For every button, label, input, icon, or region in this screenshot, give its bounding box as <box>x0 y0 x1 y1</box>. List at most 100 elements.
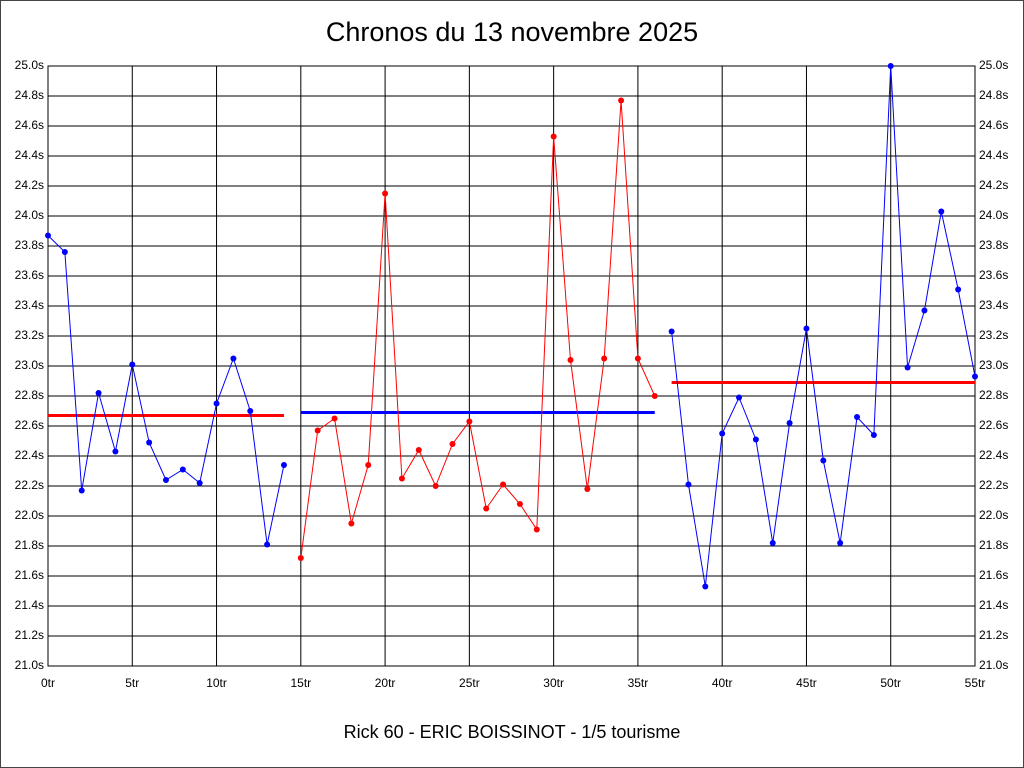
y-tick-label: 22.6s <box>15 418 44 432</box>
point <box>752 436 759 443</box>
series-line <box>300 100 656 559</box>
point <box>567 357 574 363</box>
point <box>618 97 625 104</box>
y-tick-label-right: 23.2s <box>979 328 1008 342</box>
point <box>601 355 608 362</box>
point <box>112 448 119 455</box>
point <box>550 133 557 140</box>
point <box>837 540 844 546</box>
y-tick-label: 21.2s <box>15 628 44 642</box>
point <box>162 477 169 483</box>
point <box>921 307 928 314</box>
point <box>297 555 304 561</box>
x-tick-label: 35tr <box>628 676 649 690</box>
y-tick-label-right: 24.0s <box>979 208 1008 222</box>
point <box>432 483 439 489</box>
x-tick-label: 30tr <box>543 676 564 690</box>
point <box>651 393 658 399</box>
point <box>887 63 894 69</box>
point <box>500 481 507 488</box>
y-tick-label: 23.8s <box>15 238 44 252</box>
point <box>533 526 540 533</box>
point <box>769 540 776 546</box>
y-tick-label-right: 24.8s <box>979 88 1008 102</box>
y-tick-label: 22.4s <box>15 448 44 462</box>
point <box>247 408 254 414</box>
point <box>348 520 355 527</box>
point <box>365 462 372 468</box>
point <box>61 249 68 255</box>
point <box>415 447 422 453</box>
y-tick-label: 23.4s <box>15 298 44 312</box>
y-tick-label: 23.2s <box>15 328 44 342</box>
y-tick-label: 24.0s <box>15 208 44 222</box>
y-tick-label-right: 24.2s <box>979 178 1008 192</box>
y-tick-label: 21.0s <box>15 658 44 672</box>
y-tick-label: 25.0s <box>15 58 44 72</box>
y-tick-label: 21.6s <box>15 568 44 582</box>
point <box>938 208 945 215</box>
point <box>736 394 743 401</box>
point <box>264 541 271 548</box>
point <box>95 390 102 396</box>
point <box>955 286 962 293</box>
point <box>398 475 405 482</box>
y-tick-label: 22.8s <box>15 388 44 402</box>
y-tick-label: 22.2s <box>15 478 44 492</box>
x-tick-label: 25tr <box>459 676 480 690</box>
y-tick-label: 23.6s <box>15 268 44 282</box>
point <box>668 328 675 335</box>
y-tick-label-right: 24.6s <box>979 118 1008 132</box>
point <box>803 325 810 332</box>
y-tick-label-right: 21.8s <box>979 538 1008 552</box>
point <box>382 190 389 197</box>
y-tick-label-right: 24.4s <box>979 148 1008 162</box>
point <box>280 462 287 468</box>
y-tick-label-right: 23.8s <box>979 238 1008 252</box>
y-tick-label-right: 22.4s <box>979 448 1008 462</box>
chart-title: Chronos du 13 novembre 2025 <box>326 17 698 47</box>
point <box>820 457 827 464</box>
point <box>702 583 709 590</box>
y-tick-label: 22.0s <box>15 508 44 522</box>
y-tick-label: 23.0s <box>15 358 44 372</box>
x-tick-label: 50tr <box>880 676 901 690</box>
x-axis-label: Rick 60 - ERIC BOISSINOT - 1/5 tourisme <box>344 722 681 742</box>
y-tick-label-right: 23.4s <box>979 298 1008 312</box>
y-tick-label-right: 22.2s <box>979 478 1008 492</box>
x-tick-label: 0tr <box>41 676 55 690</box>
point <box>685 481 692 488</box>
x-tick-label: 15tr <box>290 676 311 690</box>
point <box>483 505 490 512</box>
point <box>179 466 186 473</box>
point <box>584 486 591 492</box>
y-tick-label: 21.4s <box>15 598 44 612</box>
point <box>904 364 911 371</box>
x-tick-label: 55tr <box>965 676 986 690</box>
y-tick-label: 24.8s <box>15 88 44 102</box>
point <box>870 432 877 438</box>
point <box>230 355 237 362</box>
point <box>314 427 321 434</box>
y-tick-label: 21.8s <box>15 538 44 552</box>
y-tick-label-right: 21.0s <box>979 658 1008 672</box>
x-tick-label: 10tr <box>206 676 227 690</box>
x-tick-label: 5tr <box>125 676 139 690</box>
plot-frame <box>47 65 976 667</box>
point <box>516 501 523 507</box>
x-tick-label: 20tr <box>375 676 396 690</box>
y-tick-label-right: 22.8s <box>979 388 1008 402</box>
point <box>466 418 473 425</box>
y-tick-label-right: 23.6s <box>979 268 1008 282</box>
point <box>129 361 136 368</box>
point <box>972 373 978 380</box>
y-tick-label-right: 21.4s <box>979 598 1008 612</box>
y-tick-label-right: 22.6s <box>979 418 1008 432</box>
y-tick-label-right: 21.2s <box>979 628 1008 642</box>
point <box>213 400 220 407</box>
point <box>331 415 338 422</box>
point <box>45 232 51 239</box>
point <box>78 487 85 494</box>
point <box>719 430 726 437</box>
